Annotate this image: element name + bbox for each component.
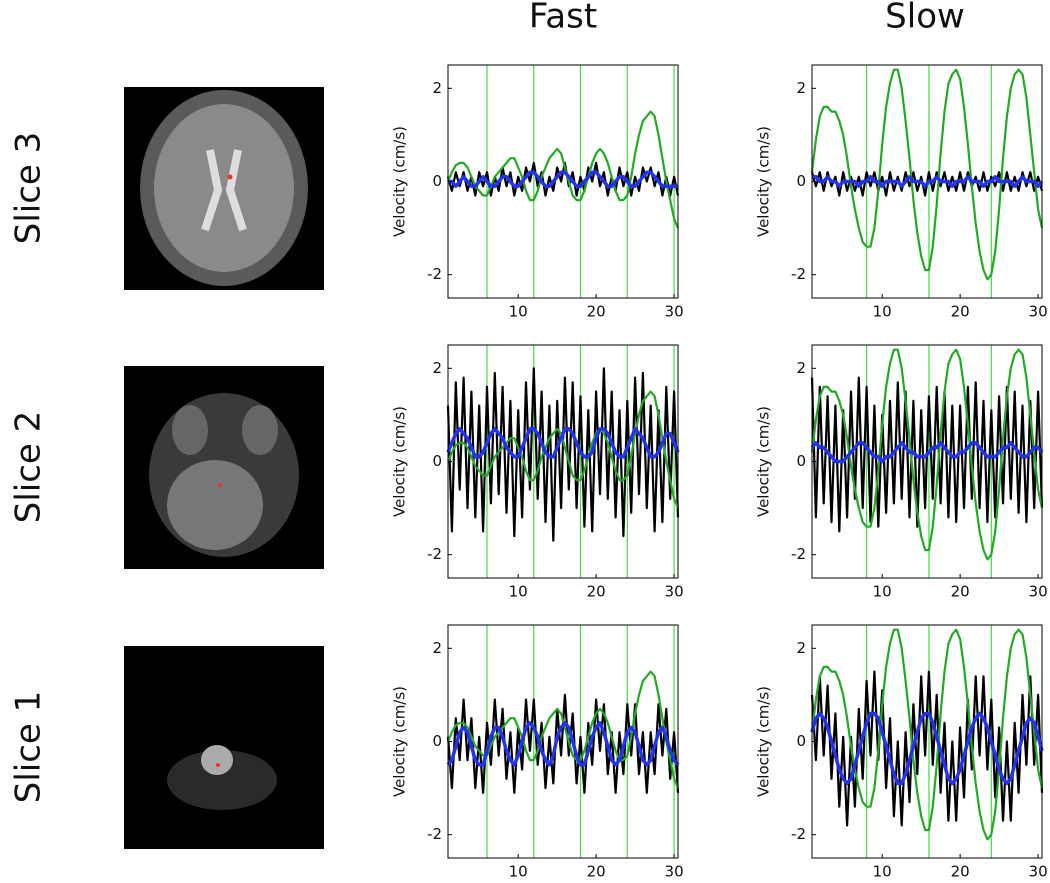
series-line (810, 441, 1044, 464)
series-line (446, 427, 680, 459)
series-line (446, 110, 680, 229)
x-tick-label: 20 (587, 583, 606, 601)
y-tick-label: 2 (432, 359, 442, 377)
x-tick-label: 20 (951, 863, 970, 881)
y-tick-label: 2 (432, 79, 442, 97)
x-tick-label: 30 (665, 863, 684, 881)
series-line (810, 711, 1044, 786)
x-tick-label: 30 (1029, 583, 1048, 601)
y-axis-label: Velocity (cm/s) (755, 126, 773, 237)
x-tick-label: 30 (1029, 303, 1048, 321)
x-tick-label: 10 (873, 303, 892, 321)
y-tick-label: -2 (791, 825, 806, 843)
x-tick-label: 20 (951, 303, 970, 321)
y-tick-label: -2 (427, 545, 442, 563)
y-tick-label: -2 (791, 265, 806, 283)
x-tick-label: 10 (509, 303, 528, 321)
mri-image (124, 87, 324, 290)
row-label: Slice 2 (9, 411, 49, 524)
x-tick-label: 10 (873, 863, 892, 881)
y-tick-label: 2 (432, 639, 442, 657)
y-tick-label: 0 (432, 172, 442, 190)
y-tick-label: 2 (796, 79, 806, 97)
y-axis-label: Velocity (cm/s) (755, 686, 773, 797)
mri-image (124, 646, 324, 849)
y-tick-label: 0 (432, 452, 442, 470)
y-tick-label: -2 (427, 265, 442, 283)
series-line (448, 170, 678, 188)
y-tick-label: 2 (796, 359, 806, 377)
y-tick-label: -2 (791, 545, 806, 563)
x-tick-label: 20 (587, 303, 606, 321)
row-label: Slice 1 (9, 691, 49, 804)
y-axis-label: Velocity (cm/s) (391, 126, 409, 237)
y-axis-label: Velocity (cm/s) (391, 406, 409, 517)
x-tick-label: 10 (509, 863, 528, 881)
series-line (810, 348, 1044, 561)
column-title: Fast (529, 0, 597, 37)
x-tick-label: 10 (873, 583, 892, 601)
y-axis-label: Velocity (cm/s) (391, 686, 409, 797)
series-line (446, 390, 680, 509)
y-tick-label: 0 (796, 172, 806, 190)
x-tick-label: 20 (951, 583, 970, 601)
column-title: Slow (885, 0, 965, 37)
row-label: Slice 3 (9, 132, 49, 245)
x-tick-label: 20 (587, 863, 606, 881)
y-tick-label: 0 (796, 452, 806, 470)
y-tick-label: -2 (427, 825, 442, 843)
mri-image (124, 366, 324, 569)
y-axis-label: Velocity (cm/s) (755, 406, 773, 517)
x-tick-label: 30 (665, 583, 684, 601)
series-line (810, 628, 1044, 841)
y-tick-label: 0 (796, 732, 806, 750)
y-tick-label: 0 (432, 732, 442, 750)
x-tick-label: 10 (509, 583, 528, 601)
series-line (446, 721, 680, 767)
x-tick-label: 30 (665, 303, 684, 321)
y-tick-label: 2 (796, 639, 806, 657)
x-tick-label: 30 (1029, 863, 1048, 881)
series-line (812, 175, 1044, 188)
